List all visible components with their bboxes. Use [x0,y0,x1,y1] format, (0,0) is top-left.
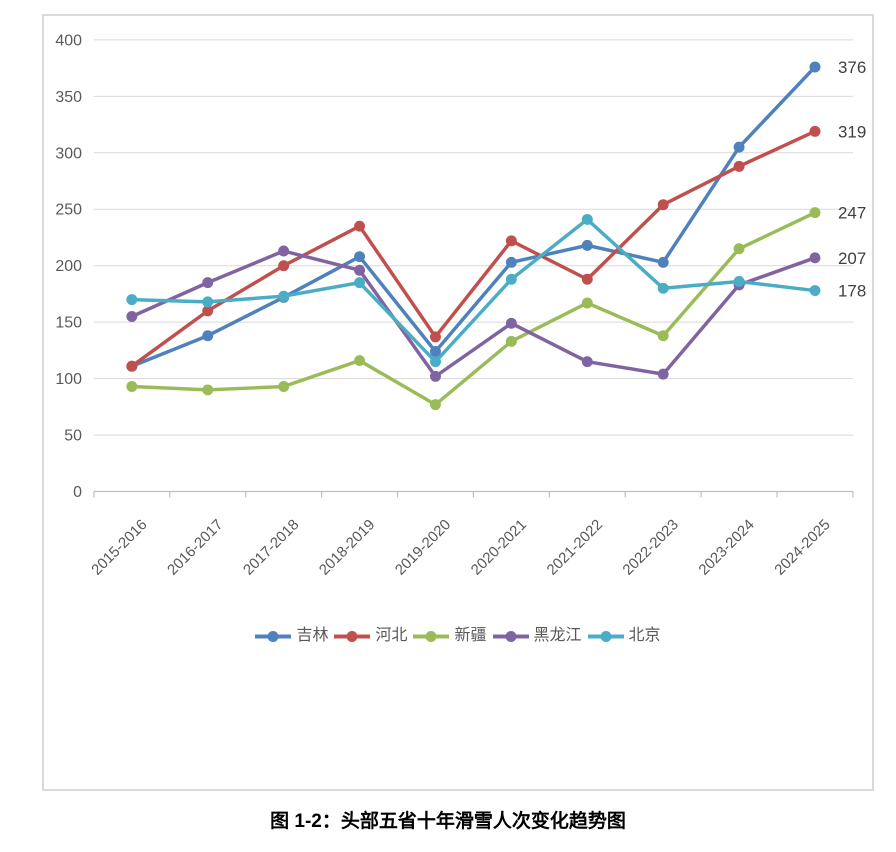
legend-label: 新疆 [454,627,487,644]
legend-label: 黑龙江 [533,627,582,644]
data-point-marker [581,213,593,225]
series-line-1 [130,129,817,368]
series-line-0 [130,65,817,368]
data-point-marker [657,330,669,342]
data-point-marker [733,160,745,172]
data-point-marker [505,317,517,329]
data-point-marker [278,290,290,302]
data-point-marker [429,399,441,411]
data-point-marker [278,245,290,257]
x-axis-label: 2018-2019 [316,516,378,578]
data-point-marker [429,346,441,357]
chart-frame: 0 50 100 150 200 250 300 350 400 2015-2016 2016-20… [42,14,874,791]
series-end-value-label: 376 [838,58,866,77]
legend-label: 河北 [375,627,408,644]
series-end-value-label: 247 [838,204,866,223]
data-point-marker [657,199,669,211]
data-point-marker [278,381,290,392]
series-line-3 [130,249,817,379]
data-point-marker [733,141,745,153]
x-axis-label: 2017-2018 [240,516,302,578]
y-axis-tick-label: 0 [73,484,82,501]
legend-marker-icon [587,630,624,642]
data-point-marker [202,330,214,342]
data-point-marker [126,294,138,306]
data-point-marker [657,368,669,380]
data-point-marker [354,220,366,232]
data-point-marker [202,384,214,396]
legend-marker-icon [255,630,292,642]
data-point-marker [354,264,366,276]
data-point-marker [505,273,517,285]
data-point-marker [581,273,593,285]
y-axis-tick-label: 400 [55,32,82,49]
y-axis-tick-label: 150 [55,315,82,332]
series-end-value-label: 178 [838,282,866,301]
data-point-marker [202,277,214,289]
legend-item-3: 黑龙江 [492,627,582,644]
data-point-marker [202,305,214,317]
legend-label: 吉林 [296,627,329,644]
data-point-marker [809,61,821,73]
data-point-marker [733,276,745,287]
legend-item-0: 吉林 [255,628,328,644]
series-line-4 [130,217,817,364]
legend-marker-icon [334,630,371,642]
legend-item-2: 新疆 [413,627,487,644]
legend-marker-icon [492,630,529,642]
x-axis-label: 2023-2024 [695,516,757,578]
x-axis-label: 2021-2022 [544,516,606,578]
series-end-value-label: 319 [838,122,866,141]
data-point-marker [581,297,593,309]
data-point-marker [354,277,366,289]
y-axis-tick-label: 350 [55,89,82,106]
y-axis-tick-label: 200 [55,258,82,275]
data-point-marker [657,256,669,268]
legend-label: 北京 [628,627,661,644]
x-axis-label: 2022-2023 [619,516,681,578]
legend-item-1: 河北 [334,628,407,644]
data-point-marker [126,360,138,372]
data-point-marker [581,356,593,368]
data-point-marker [278,260,290,272]
data-point-marker [126,311,138,322]
trend-line-chart: 0 50 100 150 200 250 300 350 400 2015-2016 2016-20… [55,32,866,578]
data-point-marker [126,381,138,392]
x-axis-label: 2024-2025 [771,516,833,578]
data-point-marker [505,235,517,247]
x-axis-label: 2015-2016 [88,516,150,578]
series-line-2 [130,210,817,407]
y-axis-tick-label: 50 [64,428,82,445]
data-point-marker [429,331,441,343]
data-point-marker [202,296,214,308]
data-point-marker [505,335,517,347]
data-point-marker [809,285,821,297]
x-axis-label: 2016-2017 [164,516,226,578]
data-point-marker [429,356,441,368]
x-axis-label: 2020-2021 [468,516,530,578]
legend-marker-icon [413,630,450,642]
data-point-marker [733,243,745,255]
y-axis-tick-label: 300 [55,145,82,162]
legend-item-4: 北京 [587,627,661,644]
y-axis-tick-label: 250 [55,202,82,219]
x-axis-label: 2019-2020 [392,516,454,578]
data-point-marker [657,282,669,294]
data-point-marker [354,355,366,367]
data-point-marker [429,370,441,382]
data-point-marker [354,251,366,263]
series-end-value-label: 207 [838,249,866,268]
data-point-marker [505,256,517,268]
data-point-marker [809,252,821,264]
data-point-marker [809,125,821,137]
data-point-marker [809,207,821,219]
figure-caption: 图 1-2：头部五省十年滑雪人次变化趋势图 [270,811,626,832]
y-axis-tick-label: 100 [55,371,82,388]
chart-legend: 吉林 河北 新疆 黑龙江 北京 [44,628,872,644]
data-point-marker [581,239,593,251]
